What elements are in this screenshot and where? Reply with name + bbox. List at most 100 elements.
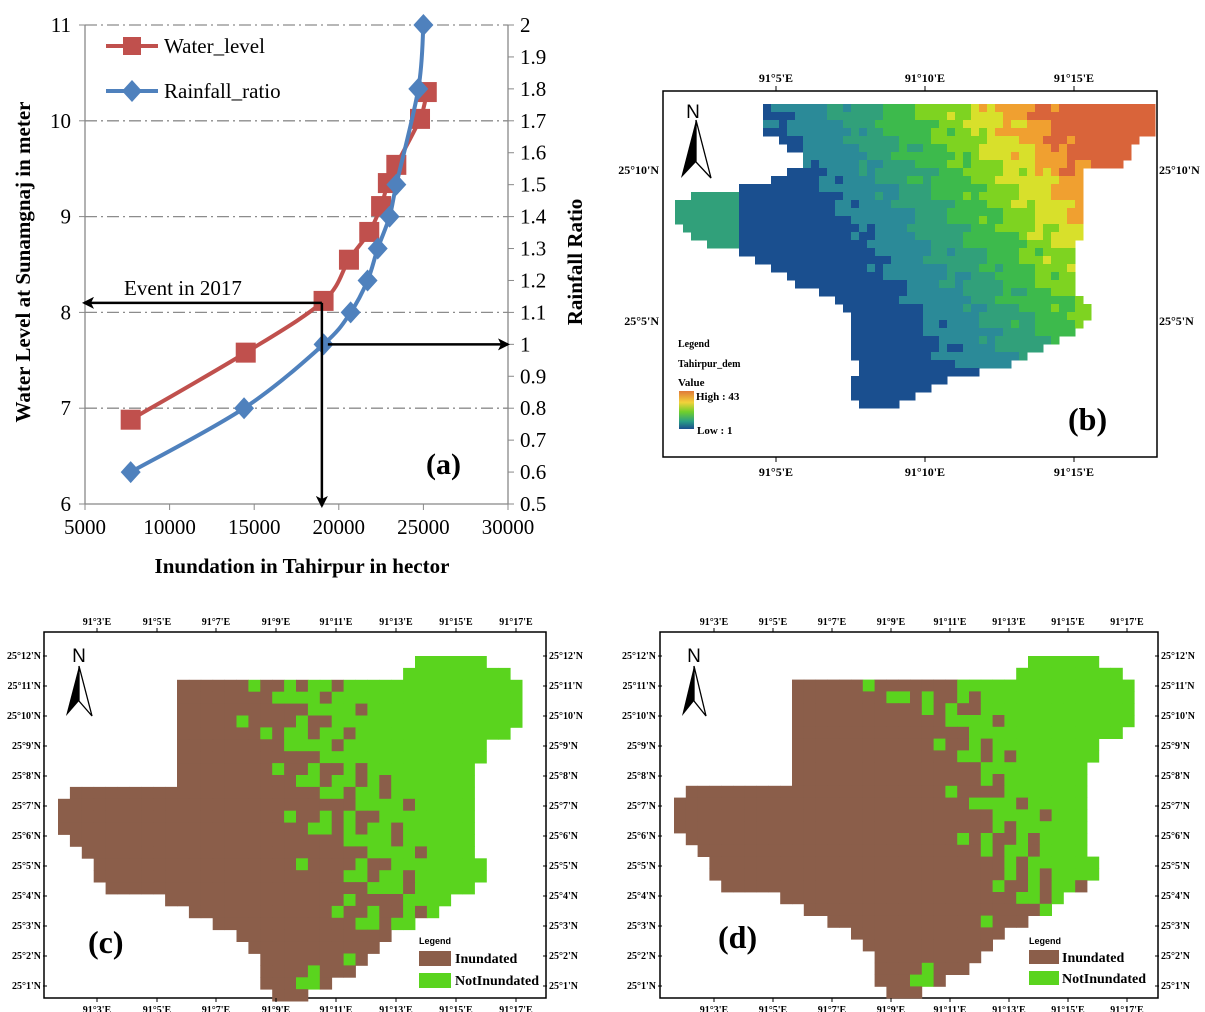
- legend-marker-rainfall-ratio: [122, 80, 142, 102]
- not-inundated-cell: [307, 691, 321, 704]
- inundated-cell: [697, 809, 710, 822]
- inundated-cell: [792, 750, 805, 763]
- dem-cell: [1043, 160, 1052, 169]
- inundated-cell: [839, 738, 852, 751]
- inundated-cell: [780, 785, 793, 798]
- inundated-cell: [319, 894, 333, 907]
- inundated-cell: [792, 762, 805, 775]
- inundated-cell: [379, 917, 392, 931]
- not-inundated-cell: [1028, 656, 1041, 669]
- legend-swatch-inundated: [1029, 950, 1059, 964]
- not-inundated-cell: [415, 656, 428, 669]
- dem-cell: [995, 128, 1004, 137]
- dem-cell: [675, 216, 684, 225]
- not-inundated-cell: [1051, 691, 1064, 704]
- inundated-cell: [153, 834, 166, 847]
- left-tick-label: 25°10'N: [7, 711, 42, 722]
- inundated-cell: [957, 856, 970, 869]
- dem-cell: [979, 296, 988, 305]
- not-inundated-cell: [403, 846, 416, 859]
- dem-cell: [1067, 200, 1076, 209]
- dem-cell: [843, 104, 852, 113]
- dem-cell: [1027, 152, 1036, 161]
- dem-cell: [939, 208, 948, 217]
- inundated-cell: [403, 798, 416, 812]
- inundated-cell: [933, 868, 946, 881]
- dem-cell: [1083, 312, 1092, 321]
- inundated-cell: [367, 810, 380, 823]
- not-inundated-cell: [391, 691, 404, 704]
- inundated-cell: [898, 797, 911, 810]
- inundated-cell: [81, 810, 95, 823]
- inundated-cell: [874, 703, 887, 716]
- not-inundated-cell: [426, 822, 440, 835]
- inundated-cell: [933, 785, 946, 798]
- bottom-tick-label: 91°15'E: [1054, 465, 1094, 479]
- dem-cell: [683, 208, 692, 217]
- dem-cell: [987, 336, 996, 345]
- inundated-cell: [248, 715, 261, 728]
- dem-cell: [963, 224, 972, 233]
- dem-cell: [795, 264, 804, 273]
- inundated-cell: [307, 727, 321, 740]
- dem-cell: [907, 344, 916, 353]
- legend-label-inundated: Inundated: [455, 952, 517, 967]
- dem-cell: [931, 232, 940, 241]
- dem-cell: [803, 200, 812, 209]
- dem-cell: [1059, 112, 1068, 121]
- inundated-cell: [105, 834, 118, 847]
- dem-cell: [931, 216, 940, 225]
- not-inundated-cell: [1039, 726, 1052, 739]
- inundated-cell: [744, 797, 757, 810]
- dem-cell: [811, 120, 820, 129]
- dem-cell: [1051, 192, 1060, 201]
- inundated-cell: [260, 798, 273, 812]
- dem-cell: [955, 352, 964, 361]
- inundated-cell: [756, 880, 769, 893]
- inundated-cell: [910, 726, 923, 739]
- dem-cell: [979, 248, 988, 257]
- inundated-cell: [839, 726, 852, 739]
- inundated-cell: [921, 927, 934, 940]
- not-inundated-cell: [343, 715, 356, 728]
- inundated-cell: [886, 868, 899, 881]
- dem-cell: [875, 328, 884, 337]
- dem-cell: [827, 288, 836, 297]
- dem-cell: [947, 240, 956, 249]
- dem-cell: [739, 200, 748, 209]
- dem-cell: [979, 152, 988, 161]
- inundated-cell: [933, 962, 946, 975]
- dem-cell: [923, 272, 932, 281]
- not-inundated-cell: [343, 894, 356, 907]
- dem-cell: [867, 392, 876, 401]
- dem-cell: [891, 184, 900, 193]
- dem-cell: [1043, 248, 1052, 257]
- inundated-cell: [792, 892, 805, 905]
- inundated-cell: [367, 870, 380, 883]
- dem-cell: [1123, 112, 1132, 121]
- inundated-cell: [969, 809, 982, 822]
- inundated-cell: [331, 810, 344, 823]
- inundated-cell: [980, 750, 993, 763]
- inundated-cell: [992, 892, 1005, 905]
- dem-cell: [787, 248, 796, 257]
- dem-cell: [987, 312, 996, 321]
- dem-cell: [1035, 232, 1044, 241]
- inundated-cell: [910, 844, 923, 857]
- inundated-cell: [272, 822, 285, 835]
- dem-cell: [867, 368, 876, 377]
- dem-cell: [899, 216, 908, 225]
- dem-cell: [875, 344, 884, 353]
- dem-cell: [987, 208, 996, 217]
- inundated-cell: [886, 821, 899, 834]
- inundated-cell: [141, 846, 154, 859]
- dem-cell: [931, 176, 940, 185]
- inundated-cell: [81, 786, 95, 800]
- inundated-cell: [910, 856, 923, 869]
- dem-cell: [843, 304, 852, 313]
- inundated-cell: [721, 868, 734, 881]
- inundated-cell: [200, 715, 214, 728]
- dem-cell: [1003, 224, 1012, 233]
- inundated-cell: [851, 726, 864, 739]
- bottom-tick-label: 91°3'E: [700, 1005, 729, 1012]
